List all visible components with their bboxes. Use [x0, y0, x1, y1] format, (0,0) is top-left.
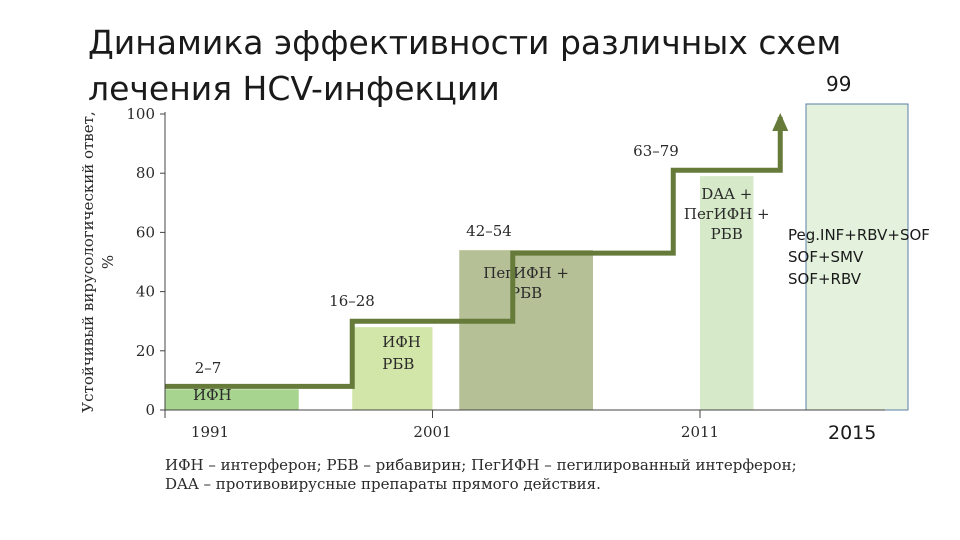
y-axis-label: Устойчивый вирусологический ответ, — [79, 111, 97, 412]
regimens-2015: Peg.INF+RBV+SOF SOF+SMV SOF+RBV — [788, 224, 930, 290]
title-line-2: лечения HCV-инфекции — [88, 69, 500, 108]
x-tick-label: 1991 — [191, 423, 229, 441]
step-line — [165, 116, 783, 389]
arrow-head — [772, 112, 789, 131]
bar-label: РБВ — [711, 225, 743, 243]
bar-1 — [165, 389, 299, 410]
footnote-line-2: DAA – противовирусные препараты прямого … — [165, 475, 601, 493]
y-tick-label: 80 — [136, 164, 155, 182]
footnote-line-1: ИФН – интерферон; РБВ – рибавирин; ПегИФ… — [165, 456, 797, 474]
slide-title: Динамика эффективности различных схем ле… — [88, 20, 841, 112]
bar-label: DAA + — [701, 185, 752, 203]
range-label: 16–28 — [329, 292, 375, 310]
bar-label: РБВ — [382, 355, 414, 373]
y-tick-label: 100 — [126, 105, 155, 123]
bar-3 — [459, 250, 593, 410]
year-2015-label: 2015 — [828, 422, 877, 444]
regimen-item: SOF+RBV — [788, 270, 862, 288]
x-tick-label: 2001 — [413, 423, 451, 441]
footnote: ИФН – интерферон; РБВ – рибавирин; ПегИФ… — [165, 456, 797, 494]
y-tick-label: 20 — [136, 342, 155, 360]
bar-label: ИФН — [382, 333, 421, 351]
bar-label: ПегИФН + — [483, 264, 569, 282]
range-label: 63–79 — [633, 142, 679, 160]
y-tick-label: 60 — [136, 223, 155, 241]
bar-label: ПегИФН + — [684, 205, 770, 223]
y-tick-label: 0 — [145, 401, 155, 419]
title-line-1: Динамика эффективности различных схем — [88, 23, 842, 62]
regimen-item: Peg.INF+RBV+SOF — [788, 226, 930, 244]
bar-label: РБВ — [510, 284, 542, 302]
bar-4 — [700, 176, 754, 410]
y-tick-label: 40 — [136, 283, 155, 301]
top-value-label: 99 — [826, 72, 852, 96]
box-2015 — [805, 103, 909, 411]
range-label: 42–54 — [466, 222, 512, 240]
bar-2 — [352, 327, 433, 410]
bar-label: ИФН — [193, 386, 232, 404]
y-axis-label: % — [99, 255, 117, 269]
regimen-item: SOF+SMV — [788, 248, 864, 266]
range-label: 2–7 — [195, 359, 222, 377]
x-tick-label: 2011 — [681, 423, 719, 441]
